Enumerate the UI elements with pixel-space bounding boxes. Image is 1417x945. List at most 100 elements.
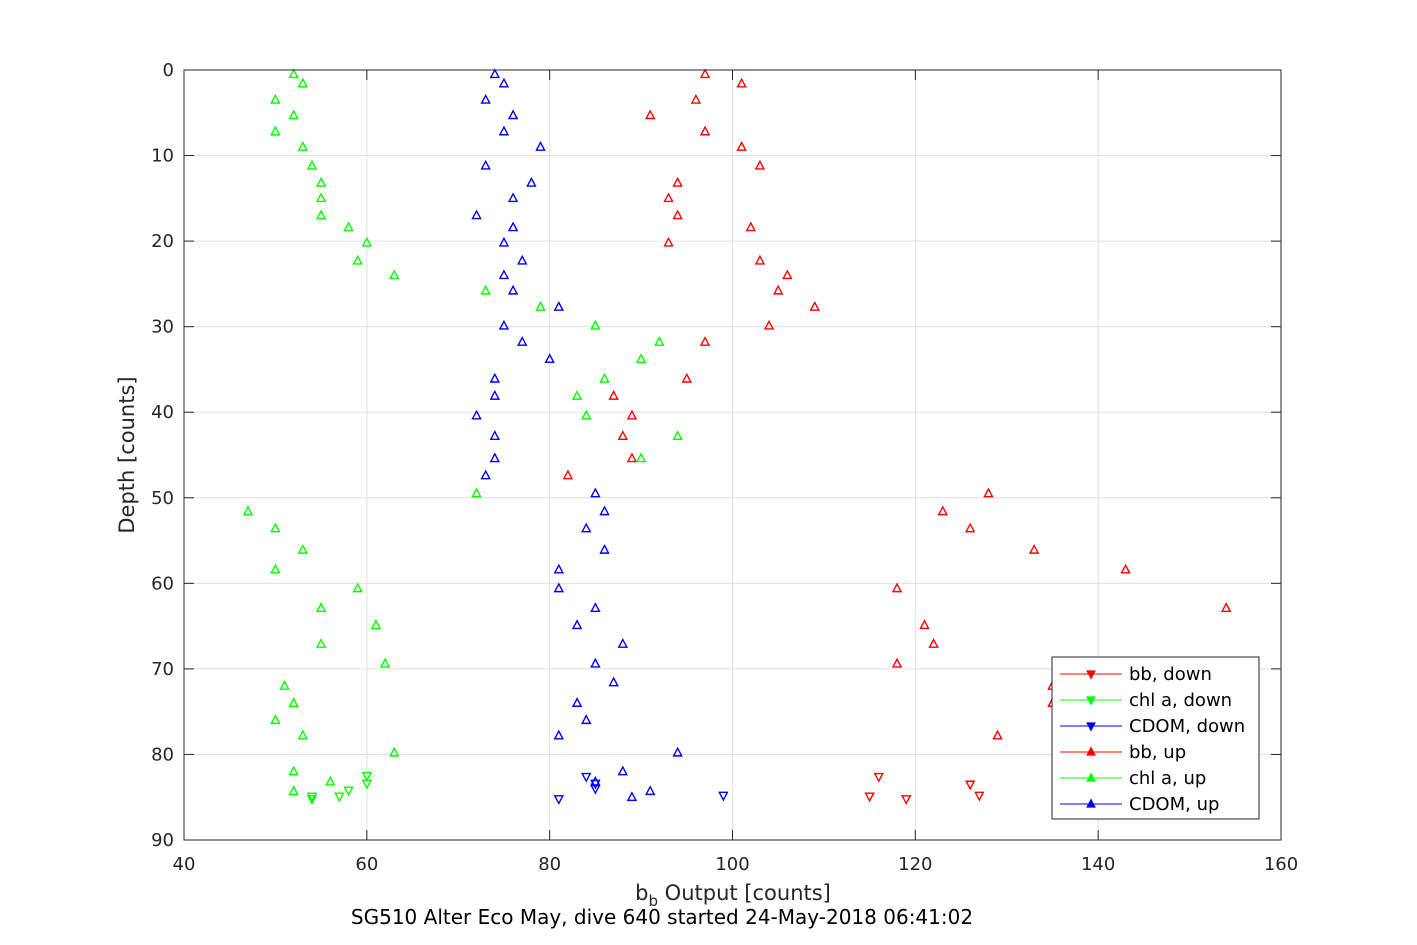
data-point bbox=[297, 77, 309, 88]
data-point bbox=[654, 336, 665, 346]
legend-entry-label: bb, down bbox=[1129, 664, 1212, 685]
x-tick-label: 40 bbox=[173, 854, 196, 875]
data-point bbox=[891, 582, 903, 593]
legend-marker bbox=[1086, 696, 1096, 706]
legend-entry-label: CDOM, down bbox=[1129, 716, 1245, 737]
data-point bbox=[581, 772, 592, 783]
series-1 bbox=[306, 771, 373, 805]
data-point bbox=[553, 300, 565, 311]
data-point bbox=[681, 372, 693, 383]
data-point bbox=[562, 469, 574, 480]
data-point bbox=[635, 353, 647, 364]
x-tick-label: 140 bbox=[1081, 854, 1115, 875]
y-tick-label: 20 bbox=[151, 231, 174, 252]
data-point bbox=[599, 505, 610, 516]
data-point bbox=[873, 772, 884, 783]
data-point bbox=[315, 602, 327, 612]
series-4 bbox=[242, 68, 683, 796]
data-point bbox=[288, 109, 299, 120]
data-point bbox=[489, 68, 501, 79]
data-point bbox=[626, 409, 638, 420]
data-point bbox=[864, 792, 875, 803]
data-point bbox=[699, 68, 711, 79]
data-point bbox=[270, 522, 281, 533]
data-point bbox=[498, 319, 510, 330]
data-points bbox=[242, 68, 1232, 805]
data-point bbox=[1028, 543, 1040, 554]
data-point bbox=[288, 68, 299, 79]
data-point bbox=[352, 582, 363, 593]
series-0 bbox=[864, 772, 985, 805]
data-point bbox=[699, 125, 711, 136]
legend-entry-label: chl a, up bbox=[1129, 768, 1206, 789]
y-tick-label: 60 bbox=[151, 573, 174, 594]
data-point bbox=[581, 409, 592, 420]
x-tick-label: 60 bbox=[355, 854, 378, 875]
axis-ticks: 40 60 80 100 120 140 160 0 10 20 30 40 50 60 70 80 90 bbox=[151, 60, 1298, 875]
y-tick-label: 80 bbox=[151, 744, 174, 765]
legend-entry-label: chl a, down bbox=[1129, 690, 1232, 711]
data-point bbox=[370, 619, 382, 630]
data-point bbox=[315, 638, 327, 648]
data-point bbox=[498, 236, 510, 247]
data-point bbox=[590, 487, 601, 498]
legend-marker bbox=[1086, 670, 1096, 680]
legend-marker bbox=[1086, 798, 1096, 808]
data-point bbox=[361, 779, 373, 790]
data-point bbox=[288, 765, 299, 776]
data-point bbox=[389, 269, 400, 280]
legend-entry-label: CDOM, up bbox=[1129, 794, 1219, 815]
data-point bbox=[928, 638, 939, 648]
data-point bbox=[617, 430, 629, 441]
data-point bbox=[489, 430, 501, 441]
data-point bbox=[306, 795, 318, 805]
data-point bbox=[571, 619, 583, 630]
data-point bbox=[992, 729, 1003, 740]
data-point bbox=[891, 657, 903, 668]
data-point bbox=[553, 795, 565, 805]
data-point bbox=[590, 602, 601, 612]
data-point bbox=[535, 300, 546, 311]
data-point bbox=[297, 141, 309, 151]
data-point bbox=[471, 209, 482, 220]
data-point bbox=[480, 93, 491, 104]
data-point bbox=[507, 284, 519, 295]
data-point bbox=[919, 619, 930, 630]
data-point bbox=[663, 192, 674, 203]
data-point bbox=[581, 522, 592, 533]
chart-title: SG510 Alter Eco May, dive 640 started 24… bbox=[351, 905, 973, 929]
data-point bbox=[325, 775, 336, 786]
data-point bbox=[571, 389, 583, 400]
data-point bbox=[315, 192, 327, 203]
data-point bbox=[745, 221, 756, 232]
y-axis-label: Depth [counts] bbox=[115, 376, 139, 533]
data-point bbox=[343, 221, 354, 232]
y-tick-label: 0 bbox=[163, 60, 174, 81]
data-point bbox=[599, 543, 610, 554]
data-point bbox=[900, 795, 912, 805]
data-point bbox=[754, 254, 766, 265]
data-point bbox=[315, 209, 327, 220]
data-point bbox=[489, 389, 501, 400]
x-tick-label: 80 bbox=[538, 854, 561, 875]
data-point bbox=[279, 680, 290, 690]
data-point bbox=[480, 469, 491, 480]
data-point bbox=[672, 209, 683, 220]
data-point bbox=[617, 765, 629, 776]
data-point bbox=[343, 786, 354, 797]
data-point bbox=[772, 284, 784, 295]
data-point bbox=[507, 192, 519, 203]
data-point bbox=[1120, 563, 1131, 574]
data-point bbox=[699, 336, 711, 346]
x-axis-label: bb Output [counts] bbox=[635, 881, 831, 910]
data-point bbox=[361, 236, 373, 247]
data-point bbox=[297, 729, 309, 740]
data-point bbox=[270, 563, 281, 574]
legend-box bbox=[1051, 656, 1260, 820]
y-tick-label: 40 bbox=[151, 402, 174, 423]
data-point bbox=[663, 236, 674, 247]
data-point bbox=[507, 221, 519, 232]
data-point bbox=[590, 319, 601, 330]
data-point bbox=[937, 505, 948, 516]
